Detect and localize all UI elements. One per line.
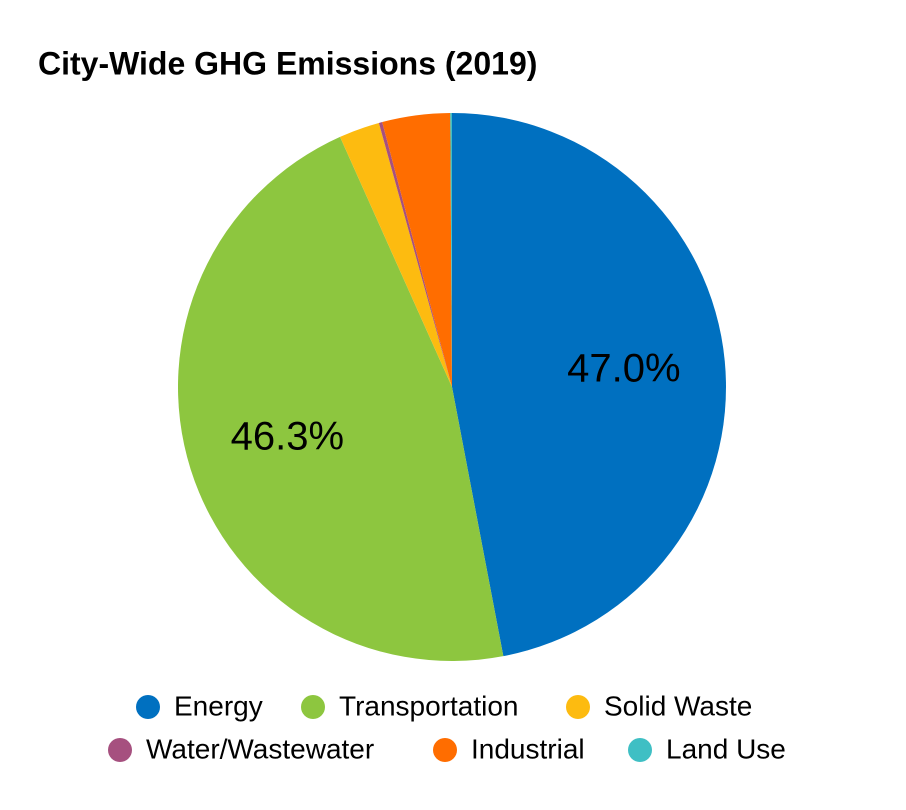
pie-slice — [382, 113, 452, 388]
pie-slice — [340, 122, 452, 388]
pie-slice — [452, 113, 726, 657]
legend-label: Industrial — [471, 733, 585, 764]
legend-marker — [433, 738, 457, 762]
legend-label: Land Use — [666, 733, 786, 764]
legend-label: Transportation — [339, 690, 519, 721]
pie-slice — [378, 122, 452, 387]
data-label: 47.0% — [567, 346, 680, 390]
legend-marker — [136, 695, 160, 719]
legend-label: Energy — [174, 690, 263, 721]
pie-slice — [177, 136, 504, 662]
legend-marker — [301, 695, 325, 719]
pie-slice — [450, 113, 452, 387]
legend-marker — [108, 738, 132, 762]
legend-label: Water/Wastewater — [146, 733, 374, 764]
legend-marker — [628, 738, 652, 762]
legend-marker — [566, 695, 590, 719]
legend-label: Solid Waste — [604, 690, 752, 721]
chart-title: City-Wide GHG Emissions (2019) — [38, 45, 537, 81]
data-label: 46.3% — [231, 414, 344, 458]
